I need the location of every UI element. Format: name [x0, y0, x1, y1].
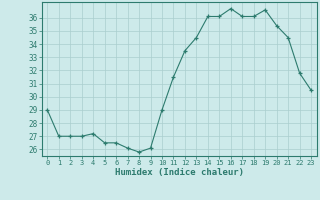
X-axis label: Humidex (Indice chaleur): Humidex (Indice chaleur)	[115, 168, 244, 177]
